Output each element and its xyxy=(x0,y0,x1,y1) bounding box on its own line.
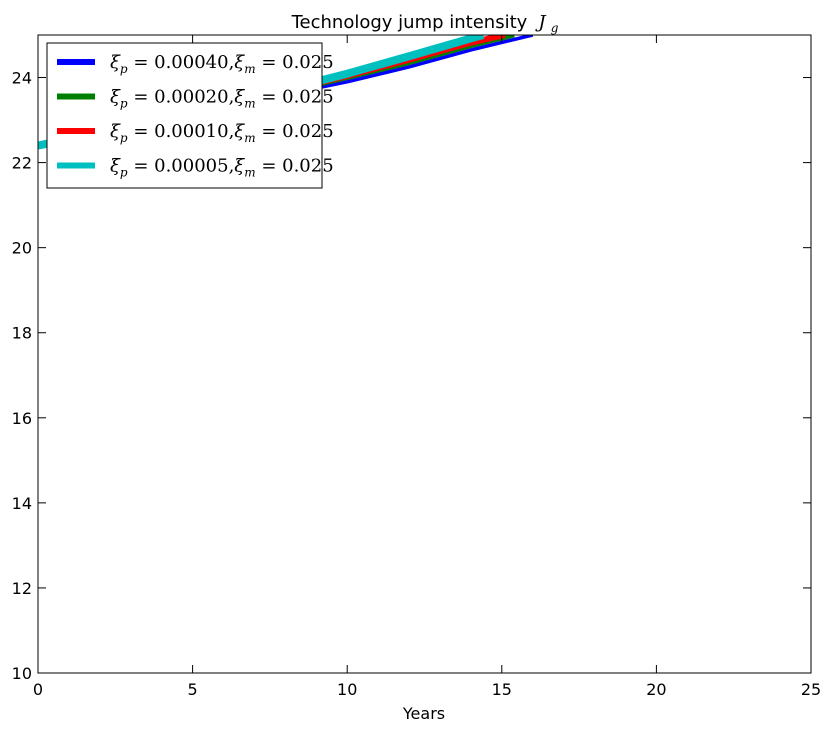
y-tick-label: 12 xyxy=(12,579,32,598)
chart-title: Technology jump intensity J g xyxy=(291,12,559,35)
legend-label-4: ξp = 0.00005,ξm = 0.025 xyxy=(110,156,334,180)
chart-title-math-sub: g xyxy=(551,21,559,35)
legend-label-3: ξp = 0.00010,ξm = 0.025 xyxy=(110,121,334,145)
y-tick-label: 22 xyxy=(12,154,32,173)
x-axis-label: Years xyxy=(402,704,445,723)
plot-frame xyxy=(37,34,812,674)
y-tick-label: 20 xyxy=(12,239,32,258)
x-tick-label: 20 xyxy=(646,680,666,699)
x-tick-label: 15 xyxy=(492,680,512,699)
x-tick-label: 5 xyxy=(188,680,198,699)
y-tick-label: 16 xyxy=(12,409,32,428)
ticks-layer: 0 5 10 15 20 25 10 12 14 16 18 20 22 24 xyxy=(12,35,821,699)
chart-title-text: Technology jump intensity xyxy=(291,12,528,33)
y-tick-label: 14 xyxy=(12,494,32,513)
x-tick-label: 0 xyxy=(33,680,43,699)
legend: ξp = 0.00040,ξm = 0.025 ξp = 0.00020,ξm =… xyxy=(46,42,334,189)
x-tick-label: 25 xyxy=(801,680,821,699)
y-tick-label: 18 xyxy=(12,324,32,343)
x-tick-label: 10 xyxy=(337,680,357,699)
chart-title-math: J xyxy=(534,12,547,33)
y-tick-label: 10 xyxy=(12,664,32,683)
legend-label-1: ξp = 0.00040,ξm = 0.025 xyxy=(110,52,334,76)
legend-label-2: ξp = 0.00020,ξm = 0.025 xyxy=(110,87,334,111)
legend-items: ξp = 0.00040,ξm = 0.025 ξp = 0.00020,ξm =… xyxy=(57,52,334,180)
y-tick-label: 24 xyxy=(12,69,32,88)
